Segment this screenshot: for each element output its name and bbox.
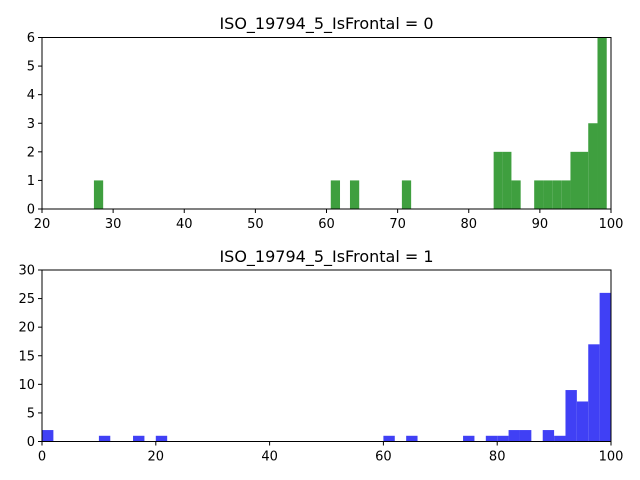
x-tick-label: 80	[489, 450, 506, 465]
histogram-bar	[463, 435, 475, 442]
x-tick-label: 60	[318, 217, 335, 232]
x-tick-label: 0	[38, 450, 46, 465]
y-tick-label: 10	[18, 378, 35, 393]
histogram-bar	[497, 435, 509, 442]
histogram-bar	[588, 123, 598, 209]
histogram-bar	[133, 435, 145, 442]
histogram-bar	[93, 180, 104, 209]
x-tick-label: 40	[176, 217, 193, 232]
y-tick-label: 15	[18, 349, 35, 364]
histogram-bar	[588, 344, 600, 442]
histogram-bar	[578, 151, 589, 209]
histogram-bar	[42, 430, 54, 442]
histogram-bar	[485, 435, 498, 442]
y-tick-label: 4	[27, 88, 35, 103]
x-tick-label: 100	[599, 450, 624, 465]
x-tick-label: 20	[34, 217, 51, 232]
x-tick-label: 40	[261, 450, 278, 465]
chart-title: ISO_19794_5_IsFrontal = 0	[219, 14, 433, 34]
x-axis: 20 30 40 50 60 70 80 90 100	[34, 209, 624, 232]
histogram-bar	[502, 151, 512, 209]
histogram-bar	[599, 292, 611, 442]
bars	[42, 292, 611, 442]
x-tick-label: 50	[247, 217, 264, 232]
bars	[93, 37, 607, 209]
x-tick-label: 90	[532, 217, 549, 232]
y-tick-label: 5	[27, 60, 35, 75]
subplot-isfrontal-1: ISO_19794_5_IsFrontal = 1 0 20 40 60 80 100 0…	[18, 247, 623, 465]
y-tick-label: 6	[27, 31, 35, 46]
histogram-bar	[554, 435, 566, 442]
y-tick-label: 5	[27, 406, 35, 421]
x-tick-label: 70	[389, 217, 406, 232]
histogram-bar	[98, 435, 111, 442]
histogram-bar	[406, 435, 418, 442]
histogram-bar	[561, 180, 571, 209]
histogram-bar	[597, 37, 607, 209]
x-tick-label: 60	[375, 450, 392, 465]
histogram-bar	[576, 401, 589, 442]
y-tick-label: 25	[18, 292, 35, 307]
plot-frame	[41, 269, 612, 442]
y-tick-label: 2	[27, 145, 35, 160]
y-tick-label: 1	[27, 174, 35, 189]
histogram-bar	[519, 430, 532, 442]
y-axis: 0 5 10 15 20 25 30	[18, 264, 42, 450]
histogram-bar	[542, 430, 555, 442]
histogram-bar	[383, 435, 395, 442]
histogram-bar	[155, 435, 168, 442]
x-tick-label: 30	[105, 217, 122, 232]
y-axis: 0 1 2 3 4 5 6	[27, 31, 42, 218]
histogram-bar	[511, 180, 521, 209]
histogram-bar	[401, 180, 412, 209]
x-tick-label: 100	[599, 217, 624, 232]
plot-frame	[41, 37, 612, 210]
y-tick-label: 20	[18, 321, 35, 336]
histogram-bar	[552, 180, 562, 209]
histogram-bar	[493, 151, 503, 209]
chart-title: ISO_19794_5_IsFrontal = 1	[219, 247, 433, 267]
y-tick-label: 3	[27, 117, 35, 132]
y-tick-label: 0	[27, 435, 35, 450]
x-axis: 0 20 40 60 80 100	[38, 441, 624, 465]
histogram-bar	[330, 180, 341, 209]
histogram-bar	[508, 430, 520, 442]
y-tick-label: 0	[27, 203, 35, 218]
subplot-isfrontal-0: ISO_19794_5_IsFrontal = 0 20 30 40 50 60 70 80…	[27, 14, 624, 232]
x-tick-label: 20	[148, 450, 165, 465]
histogram-bar	[570, 151, 579, 209]
histogram-bar	[349, 180, 360, 209]
histogram-bar	[534, 180, 544, 209]
y-tick-label: 30	[18, 264, 35, 279]
histogram-bar	[543, 180, 553, 209]
histogram-bar	[565, 390, 577, 442]
x-tick-label: 80	[460, 217, 477, 232]
